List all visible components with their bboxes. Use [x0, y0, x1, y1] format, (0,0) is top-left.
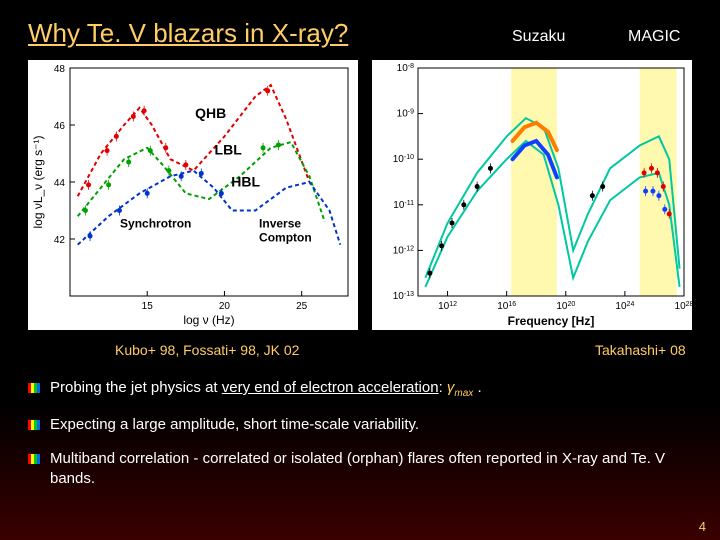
sed-model-chart: 1012101610201024102810-1310-1210-1110-10…	[372, 60, 692, 330]
bullet-3-prefix: Multiband correlation -	[50, 450, 203, 467]
svg-text:46: 46	[54, 121, 66, 132]
svg-text:20: 20	[219, 301, 231, 312]
page-title: Why Te. V blazars in X-ray?	[28, 18, 348, 49]
svg-text:25: 25	[296, 301, 308, 312]
gamma-max: γmax	[447, 379, 473, 396]
bullet-1-suffix: :	[439, 379, 447, 396]
bullet-list: Probing the jet physics at very end of e…	[28, 378, 692, 503]
svg-text:15: 15	[142, 301, 154, 312]
svg-text:Frequency [Hz]: Frequency [Hz]	[508, 314, 595, 328]
svg-text:LBL: LBL	[215, 142, 243, 158]
svg-text:log νL_ν (erg s⁻¹): log νL_ν (erg s⁻¹)	[31, 135, 45, 228]
svg-text:42: 42	[54, 235, 66, 246]
blazar-sed-sequence-chart: 15 20 25 42 44 46 48 log ν (Hz) log νL_ν (erg s⁻…	[28, 60, 358, 330]
instrument-magic-label: MAGIC	[628, 28, 680, 46]
svg-text:44: 44	[54, 178, 66, 189]
svg-text:log ν (Hz): log ν (Hz)	[183, 313, 234, 327]
page-number: 4	[699, 519, 706, 534]
svg-text:QHB: QHB	[195, 105, 226, 121]
svg-text:HBL: HBL	[231, 174, 260, 190]
citation-left: Kubo+ 98, Fossati+ 98, JK 02	[115, 342, 299, 358]
citation-right: Takahashi+ 08	[595, 342, 686, 358]
bullet-2: Expecting a large amplitude, short time-…	[28, 415, 692, 435]
bullet-1-underlined: very end of electron acceleration	[222, 379, 439, 396]
svg-text:48: 48	[54, 64, 66, 75]
bullet-1-prefix: Probing the jet physics at	[50, 379, 222, 396]
svg-text:Synchrotron: Synchrotron	[120, 217, 191, 231]
instrument-suzaku-label: Suzaku	[512, 28, 565, 46]
bullet-1: Probing the jet physics at very end of e…	[28, 378, 692, 401]
bullet-3: Multiband correlation - correlated or is…	[28, 449, 692, 490]
bullet-1-tail: .	[473, 379, 481, 396]
